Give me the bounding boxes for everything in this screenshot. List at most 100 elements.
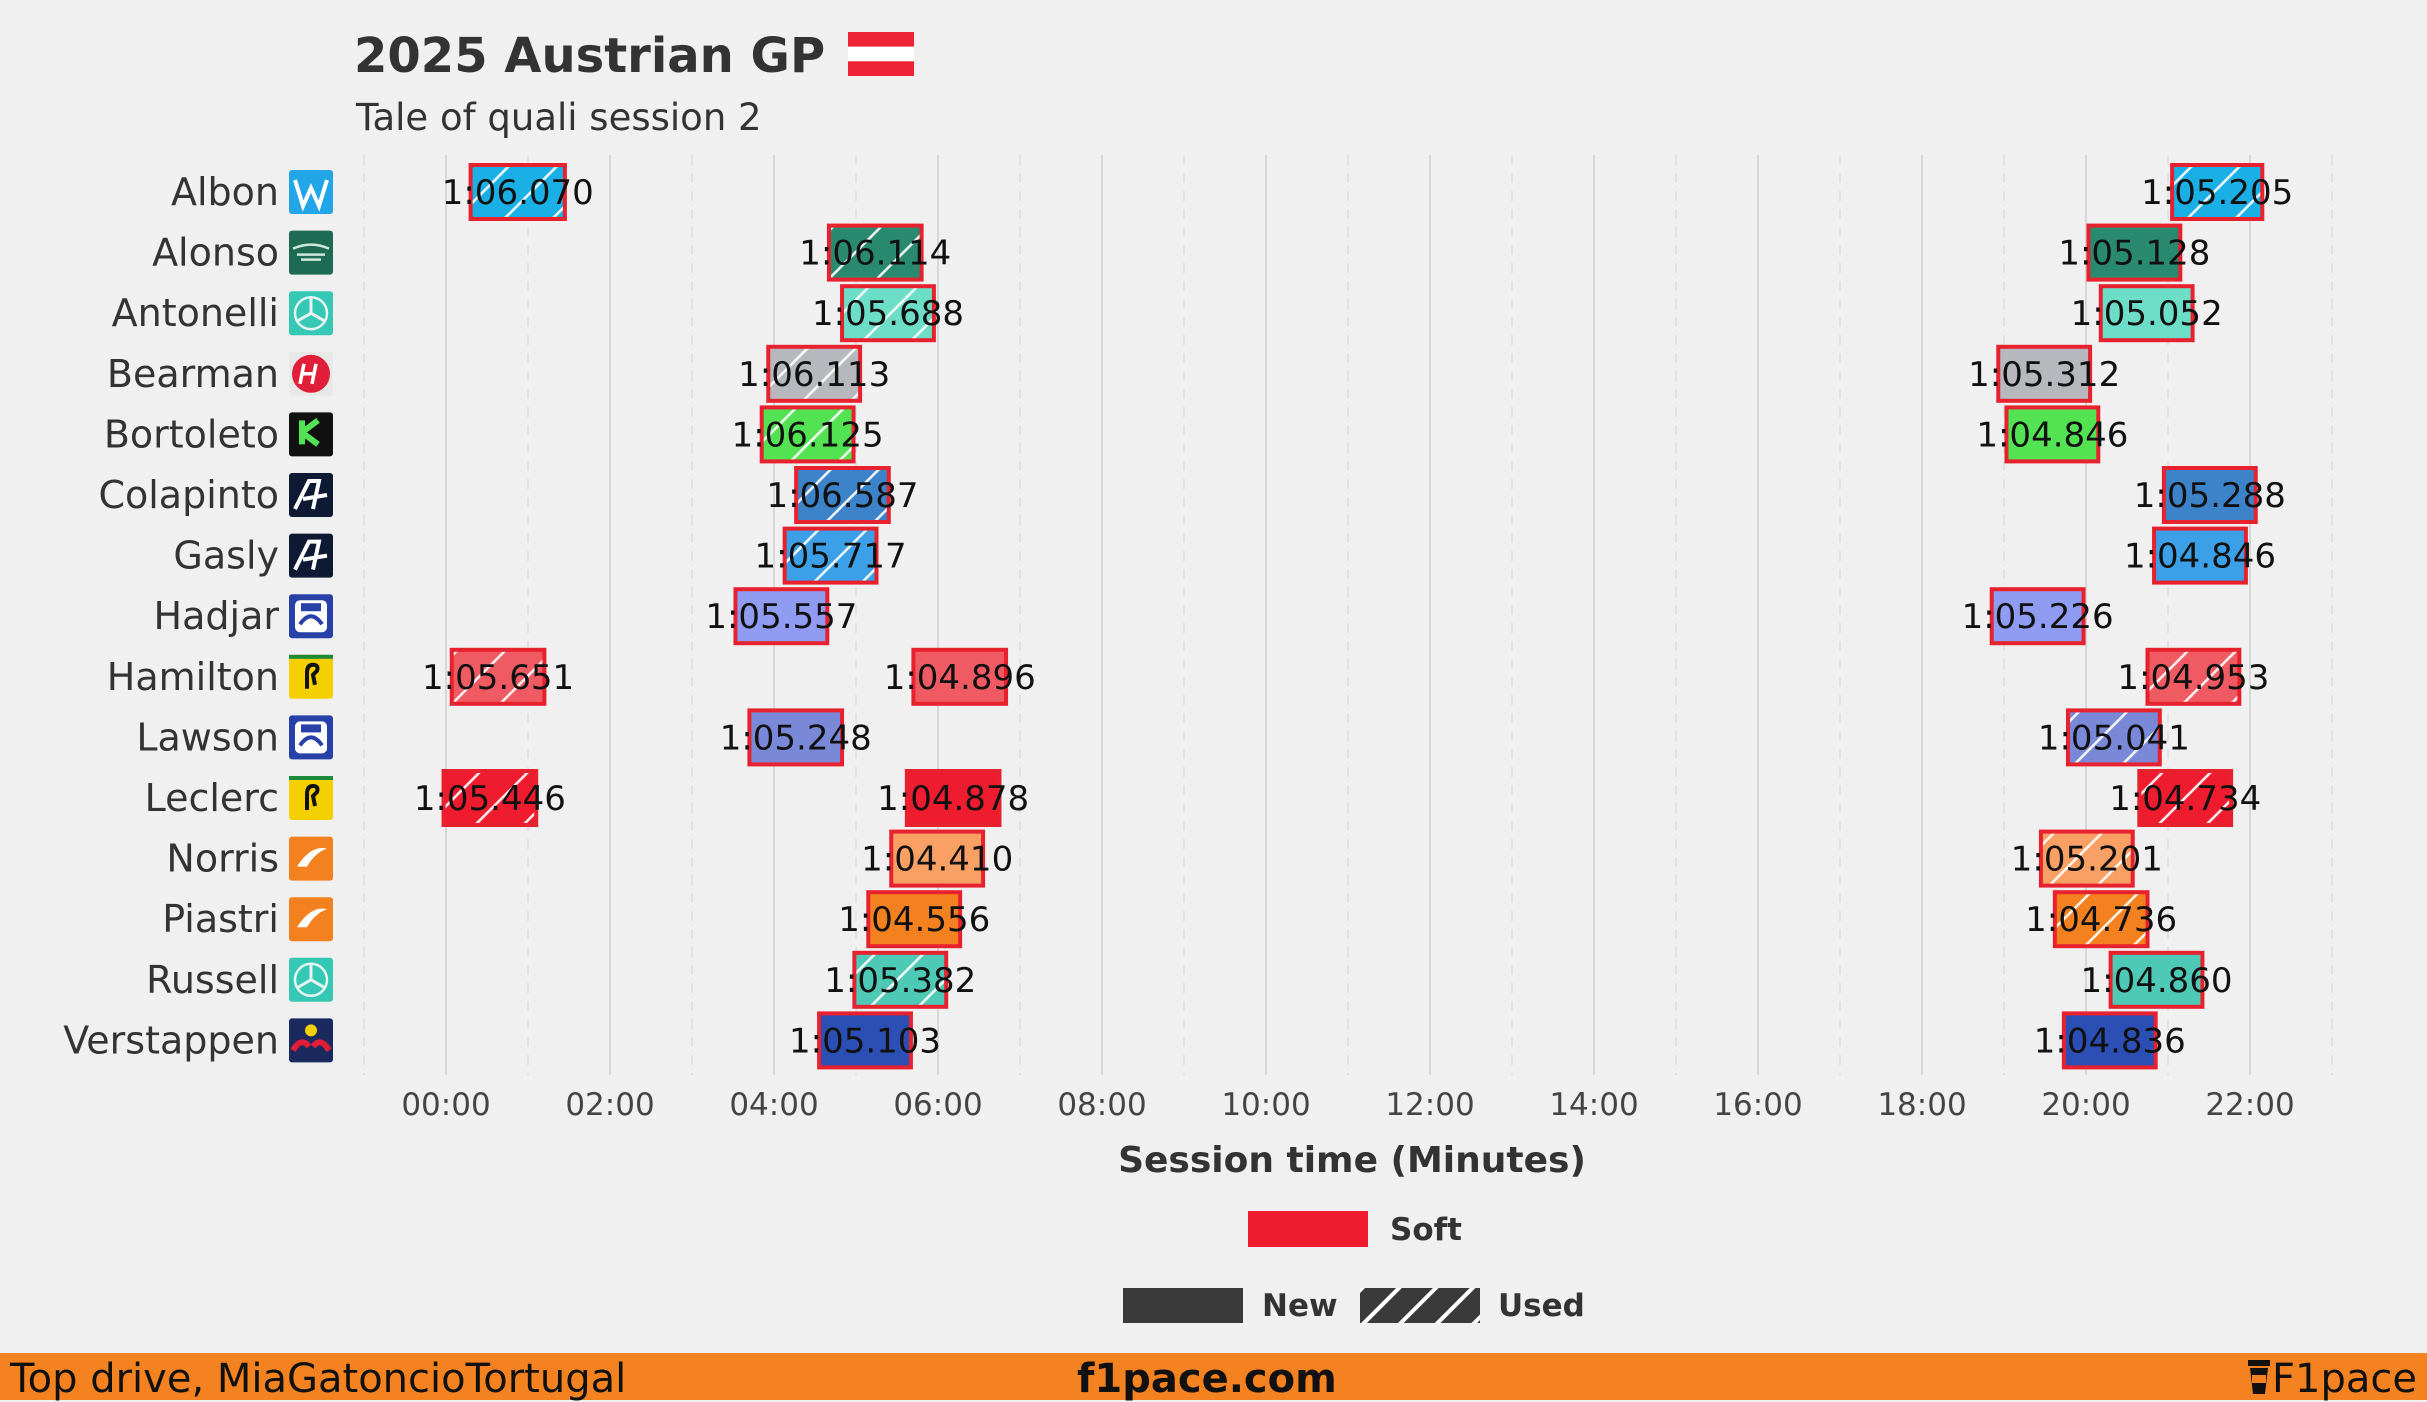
lap-time-label: 1:04.896 (884, 658, 1036, 698)
lap-bar[interactable] (747, 708, 845, 767)
lap-time-label: 1:04.736 (2025, 900, 2177, 940)
lap-bar[interactable] (2161, 466, 2258, 524)
lap-time-label: 1:05.557 (705, 597, 857, 637)
lap-bar-outline (2170, 163, 2265, 221)
lap-bar-fill (2006, 407, 2099, 462)
lap-bar-fill (2110, 952, 2203, 1007)
lap-bar[interactable] (2086, 223, 2183, 282)
williams-icon (289, 170, 333, 214)
lap-bar-fill (2063, 1013, 2156, 1068)
lap-bar[interactable] (2052, 890, 2150, 949)
lap-time-label: 1:04.734 (2109, 779, 2261, 819)
lap-bar[interactable] (2145, 647, 2242, 706)
x-tick-label: 00:00 (401, 1087, 490, 1123)
lap-bar[interactable] (2108, 950, 2205, 1009)
lap-bar-outline (1996, 344, 2093, 403)
lap-bar[interactable] (840, 284, 936, 343)
x-axis-label: Session time (Minutes) (1118, 1140, 1586, 1181)
lap-bar-hatch (761, 407, 854, 462)
driver-label: Bortoleto (104, 412, 279, 456)
lap-time-label: 1:05.717 (755, 537, 907, 577)
lap-bar[interactable] (911, 647, 1009, 706)
lap-bar[interactable] (2137, 769, 2234, 827)
lap-time-label: 1:05.651 (422, 658, 574, 698)
lap-bar[interactable] (2098, 284, 2195, 343)
lap-bar[interactable] (2152, 526, 2248, 585)
lap-bar[interactable] (2061, 1011, 2158, 1070)
lap-bar[interactable] (766, 344, 863, 403)
lap-bar[interactable] (759, 405, 856, 464)
x-tick-label: 20:00 (2041, 1087, 2130, 1123)
lap-time-label: 1:05.226 (1962, 597, 2114, 637)
lap-bar-fill (735, 589, 828, 644)
driver-label: Colapinto (98, 473, 279, 517)
lap-time-label: 1:06.070 (442, 173, 594, 213)
lap-bar-hatch (828, 225, 922, 280)
lap-bar-outline (889, 829, 986, 888)
lap-time-label: 1:05.041 (2038, 718, 2190, 758)
lap-bar[interactable] (2170, 163, 2265, 221)
lap-time-label: 1:04.836 (2034, 1021, 2186, 1061)
footer-credit: Top drive, MiaGatoncioTortugal (10, 1356, 627, 1402)
session-timeline-chart: Albon Alonso Antonelli Bearman Bortoleto Cola… (63, 155, 2333, 1324)
lap-time-label: 1:04.953 (2117, 658, 2269, 698)
lap-bar-outline (852, 950, 949, 1009)
lap-bar-outline (2061, 1011, 2158, 1070)
lap-bar-fill (2154, 528, 2246, 583)
lap-bar-outline (826, 223, 924, 282)
lap-time-label: 1:04.846 (1976, 415, 2128, 455)
driver-label: Gasly (173, 534, 279, 578)
lap-bar[interactable] (852, 950, 949, 1009)
lap-time-label: 1:05.312 (1968, 355, 2120, 395)
lap-bar-hatch (2054, 892, 2148, 947)
footer-bar: Top drive, MiaGatoncioTortugal f1pace.co… (0, 1353, 2427, 1402)
driver-label: Hadjar (154, 594, 280, 638)
lap-bar[interactable] (866, 890, 963, 949)
lap-bar[interactable] (817, 1011, 913, 1070)
lap-bar-hatch (768, 346, 861, 401)
ferrari-icon (289, 654, 333, 699)
lap-bar-outline (2108, 950, 2205, 1009)
lap-bar[interactable] (2065, 708, 2162, 767)
lap-bar-outline (759, 405, 856, 464)
lap-bar[interactable] (1996, 344, 2093, 403)
lap-bar-fill (749, 710, 843, 765)
lap-time-label: 1:06.125 (732, 415, 884, 455)
lap-bar[interactable] (782, 526, 879, 585)
lap-bar[interactable] (468, 163, 567, 221)
lap-bar-outline (904, 769, 1002, 827)
x-tick-label: 18:00 (1877, 1087, 1966, 1123)
lap-bar-fill (819, 1013, 911, 1068)
x-tick-label: 10:00 (1221, 1087, 1310, 1123)
lap-bar[interactable] (826, 223, 924, 282)
lap-bar[interactable] (733, 587, 830, 646)
lap-bar[interactable] (2004, 405, 2101, 464)
lap-bar-hatch (2040, 831, 2133, 886)
lap-bar-outline (2086, 223, 2183, 282)
lap-bar[interactable] (794, 466, 891, 524)
lap-bar-hatch (2067, 710, 2160, 765)
red-bull-icon (289, 1018, 333, 1063)
lap-bar[interactable] (441, 769, 539, 827)
lap-bar[interactable] (889, 829, 986, 888)
lap-bar[interactable] (904, 769, 1002, 827)
driver-label: Hamilton (107, 655, 279, 699)
lap-bar-outline (468, 163, 567, 221)
lap-time-label: 1:05.103 (789, 1021, 941, 1061)
lap-bar-outline (733, 587, 830, 646)
lap-bar[interactable] (449, 647, 547, 706)
lap-bar-outline (2098, 284, 2195, 343)
lap-time-label: 1:06.587 (766, 476, 918, 516)
lap-bar-hatch (854, 952, 947, 1007)
lap-bar[interactable] (1989, 587, 2086, 646)
footer-brand-text: F1pace (2272, 1356, 2417, 1402)
lap-bar-hatch (784, 528, 877, 583)
lap-bar-hatch (2172, 165, 2263, 219)
lap-bar[interactable] (2038, 829, 2135, 888)
footer-site-link[interactable]: f1pace.com (1077, 1356, 1337, 1402)
legend-new-swatch (1123, 1288, 1243, 1323)
lap-time-label: 1:04.878 (877, 779, 1029, 819)
lap-time-label: 1:05.201 (2011, 840, 2163, 880)
x-tick-label: 16:00 (1713, 1087, 1802, 1123)
lap-bar-hatch (796, 468, 889, 522)
